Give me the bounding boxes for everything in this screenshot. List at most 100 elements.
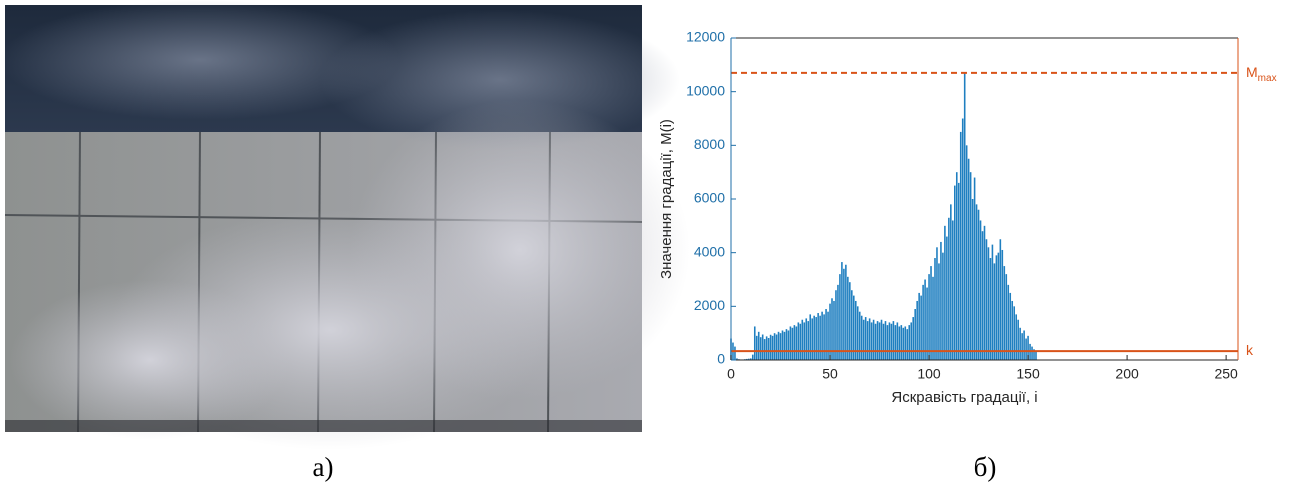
bar	[998, 253, 1000, 360]
bar	[784, 332, 786, 360]
bar	[928, 274, 930, 360]
bar	[940, 242, 942, 360]
bar	[980, 220, 982, 360]
bar	[1015, 314, 1017, 360]
bar	[766, 336, 768, 360]
bar	[871, 322, 873, 360]
bar	[815, 317, 817, 360]
label-text: k	[1246, 342, 1254, 358]
bar	[946, 237, 948, 360]
bar	[889, 322, 891, 360]
bar	[875, 324, 877, 360]
bar	[762, 335, 764, 360]
reference-label: Mmax	[1246, 64, 1277, 84]
label-text: M	[1246, 64, 1258, 80]
bar	[758, 332, 760, 360]
bar	[778, 332, 780, 360]
bar	[845, 265, 847, 360]
reference-label: k	[1246, 342, 1254, 358]
bar	[885, 321, 887, 360]
bar	[1005, 274, 1007, 360]
x-axis-title: Яскравість градації, i	[891, 389, 1037, 406]
bar	[734, 347, 736, 360]
bar	[863, 320, 865, 360]
bar	[796, 326, 798, 360]
bar	[764, 339, 766, 360]
figure: а) б) Mmaxk02000400060008000100001200005…	[0, 0, 1302, 493]
y-tick-label: 0	[717, 351, 725, 367]
bar	[788, 330, 790, 360]
x-tick-label: 150	[1016, 366, 1040, 382]
bar	[978, 210, 980, 360]
y-axis-title: Значення градації, M(i)	[658, 119, 675, 279]
bar	[992, 245, 994, 360]
bar	[811, 318, 813, 360]
bar	[972, 199, 974, 360]
bar	[772, 336, 774, 360]
bar	[823, 314, 825, 360]
bar	[903, 328, 905, 360]
y-tick-label: 8000	[694, 136, 725, 152]
bar	[774, 333, 776, 360]
bar	[984, 226, 986, 360]
bar	[974, 178, 976, 360]
bar	[790, 326, 792, 360]
bar	[1021, 333, 1023, 360]
bar	[869, 318, 871, 360]
y-tick-label: 12000	[686, 29, 725, 45]
bar	[893, 321, 895, 360]
bar	[847, 277, 849, 360]
bar	[1035, 352, 1037, 360]
bar	[954, 186, 956, 360]
bar	[800, 324, 802, 360]
bar	[865, 317, 867, 360]
bar	[821, 312, 823, 360]
bar	[859, 312, 861, 360]
bar	[996, 255, 998, 360]
bar	[1025, 339, 1027, 360]
bar	[786, 329, 788, 360]
bar	[825, 309, 827, 360]
bar	[843, 269, 845, 360]
bar	[1009, 293, 1011, 360]
bar	[851, 290, 853, 360]
bar	[803, 322, 805, 360]
bar	[879, 322, 881, 360]
y-tick-label: 4000	[694, 243, 725, 259]
bar	[970, 172, 972, 360]
bar	[922, 285, 924, 360]
bar	[918, 293, 920, 360]
bar	[934, 258, 936, 360]
bar	[809, 314, 811, 360]
bar	[780, 333, 782, 360]
bar	[914, 309, 916, 360]
label-subscript: max	[1258, 73, 1277, 84]
bar	[926, 288, 928, 360]
bar	[904, 326, 906, 360]
y-tick-label: 10000	[686, 82, 725, 98]
bar	[760, 337, 762, 360]
bar	[805, 318, 807, 360]
bar	[756, 336, 758, 360]
bar	[1004, 266, 1006, 360]
bar	[752, 355, 754, 360]
bar	[841, 262, 843, 360]
caption: б)	[974, 452, 997, 482]
bar	[798, 322, 800, 360]
x-tick-label: 0	[727, 366, 735, 382]
bar	[988, 247, 990, 360]
bar	[952, 220, 954, 360]
photo	[0, 0, 690, 450]
bar	[770, 335, 772, 360]
bar	[776, 335, 778, 360]
bar	[936, 247, 938, 360]
bar	[792, 328, 794, 360]
bar	[1017, 320, 1019, 360]
bar	[817, 313, 819, 360]
bar	[897, 322, 899, 360]
x-tick-label: 200	[1115, 366, 1139, 382]
bar	[887, 325, 889, 360]
bar	[839, 274, 841, 360]
bar	[994, 263, 996, 360]
